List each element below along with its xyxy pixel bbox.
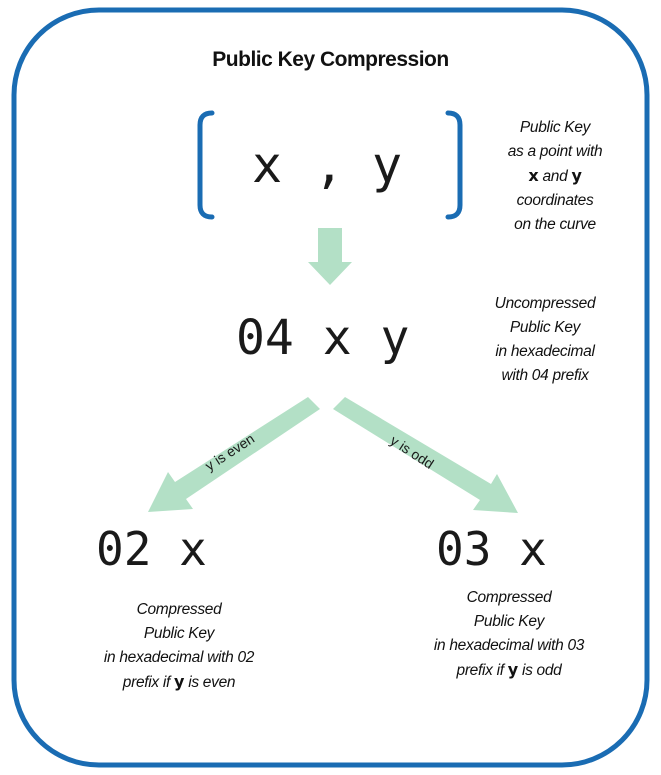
compressed-odd-key: 03 x: [436, 522, 547, 576]
y-symbol: y: [174, 672, 185, 691]
down-arrow: [308, 228, 352, 285]
prefix-if-text: prefix if: [122, 674, 171, 691]
point-note-line: Public Key: [519, 119, 591, 136]
right-bracket: [445, 110, 463, 220]
compressed-odd-note-line: in hexadecimal with 03: [433, 637, 585, 654]
uncompressed-note-line: with 04 prefix: [501, 367, 589, 384]
point-y: y: [372, 136, 403, 194]
uncompressed-note: Uncompressed Public Key in hexadecimal w…: [470, 292, 620, 388]
diagram-title: Public Key Compression: [212, 48, 449, 71]
point-note-line: on the curve: [514, 216, 596, 233]
compressed-odd-note-line: Compressed: [466, 589, 552, 606]
point-note: Public Key as a point with x and y coord…: [480, 116, 630, 237]
prefix-if-text: prefix if: [456, 662, 505, 679]
point-note-line: as a point with: [507, 143, 603, 160]
compressed-odd-note-line: Public Key: [473, 613, 545, 630]
uncompressed-note-line: Uncompressed: [494, 295, 596, 312]
and-text: and: [542, 168, 568, 185]
point-comma: ,: [314, 136, 345, 194]
condition-text: is odd: [521, 662, 562, 679]
y-symbol: y: [507, 660, 518, 679]
left-branch-arrow: [148, 397, 320, 512]
compressed-even-note-line: Public Key: [143, 625, 215, 642]
compressed-even-key: 02 x: [96, 522, 207, 576]
uncompressed-key: 04 x y: [236, 310, 410, 366]
compressed-even-note: Compressed Public Key in hexadecimal wit…: [84, 598, 274, 695]
right-branch-arrow: [333, 397, 518, 513]
point-x: x: [252, 136, 283, 194]
compressed-odd-note-line: prefix if y is odd: [414, 658, 604, 683]
outer-frame: [11, 7, 650, 768]
uncompressed-note-line: Public Key: [509, 319, 581, 336]
point-note-line: coordinates: [516, 192, 594, 209]
compressed-even-note-line: in hexadecimal with 02: [103, 649, 255, 666]
x-symbol: x: [528, 166, 539, 185]
compressed-even-note-line: prefix if y is even: [84, 670, 274, 695]
left-bracket: [197, 110, 215, 220]
compressed-even-note-line: Compressed: [136, 601, 222, 618]
y-symbol: y: [571, 166, 582, 185]
condition-text: is even: [188, 674, 236, 691]
point-note-line: x and y: [480, 164, 630, 189]
uncompressed-note-line: in hexadecimal: [495, 343, 595, 360]
compressed-odd-note: Compressed Public Key in hexadecimal wit…: [414, 586, 604, 683]
